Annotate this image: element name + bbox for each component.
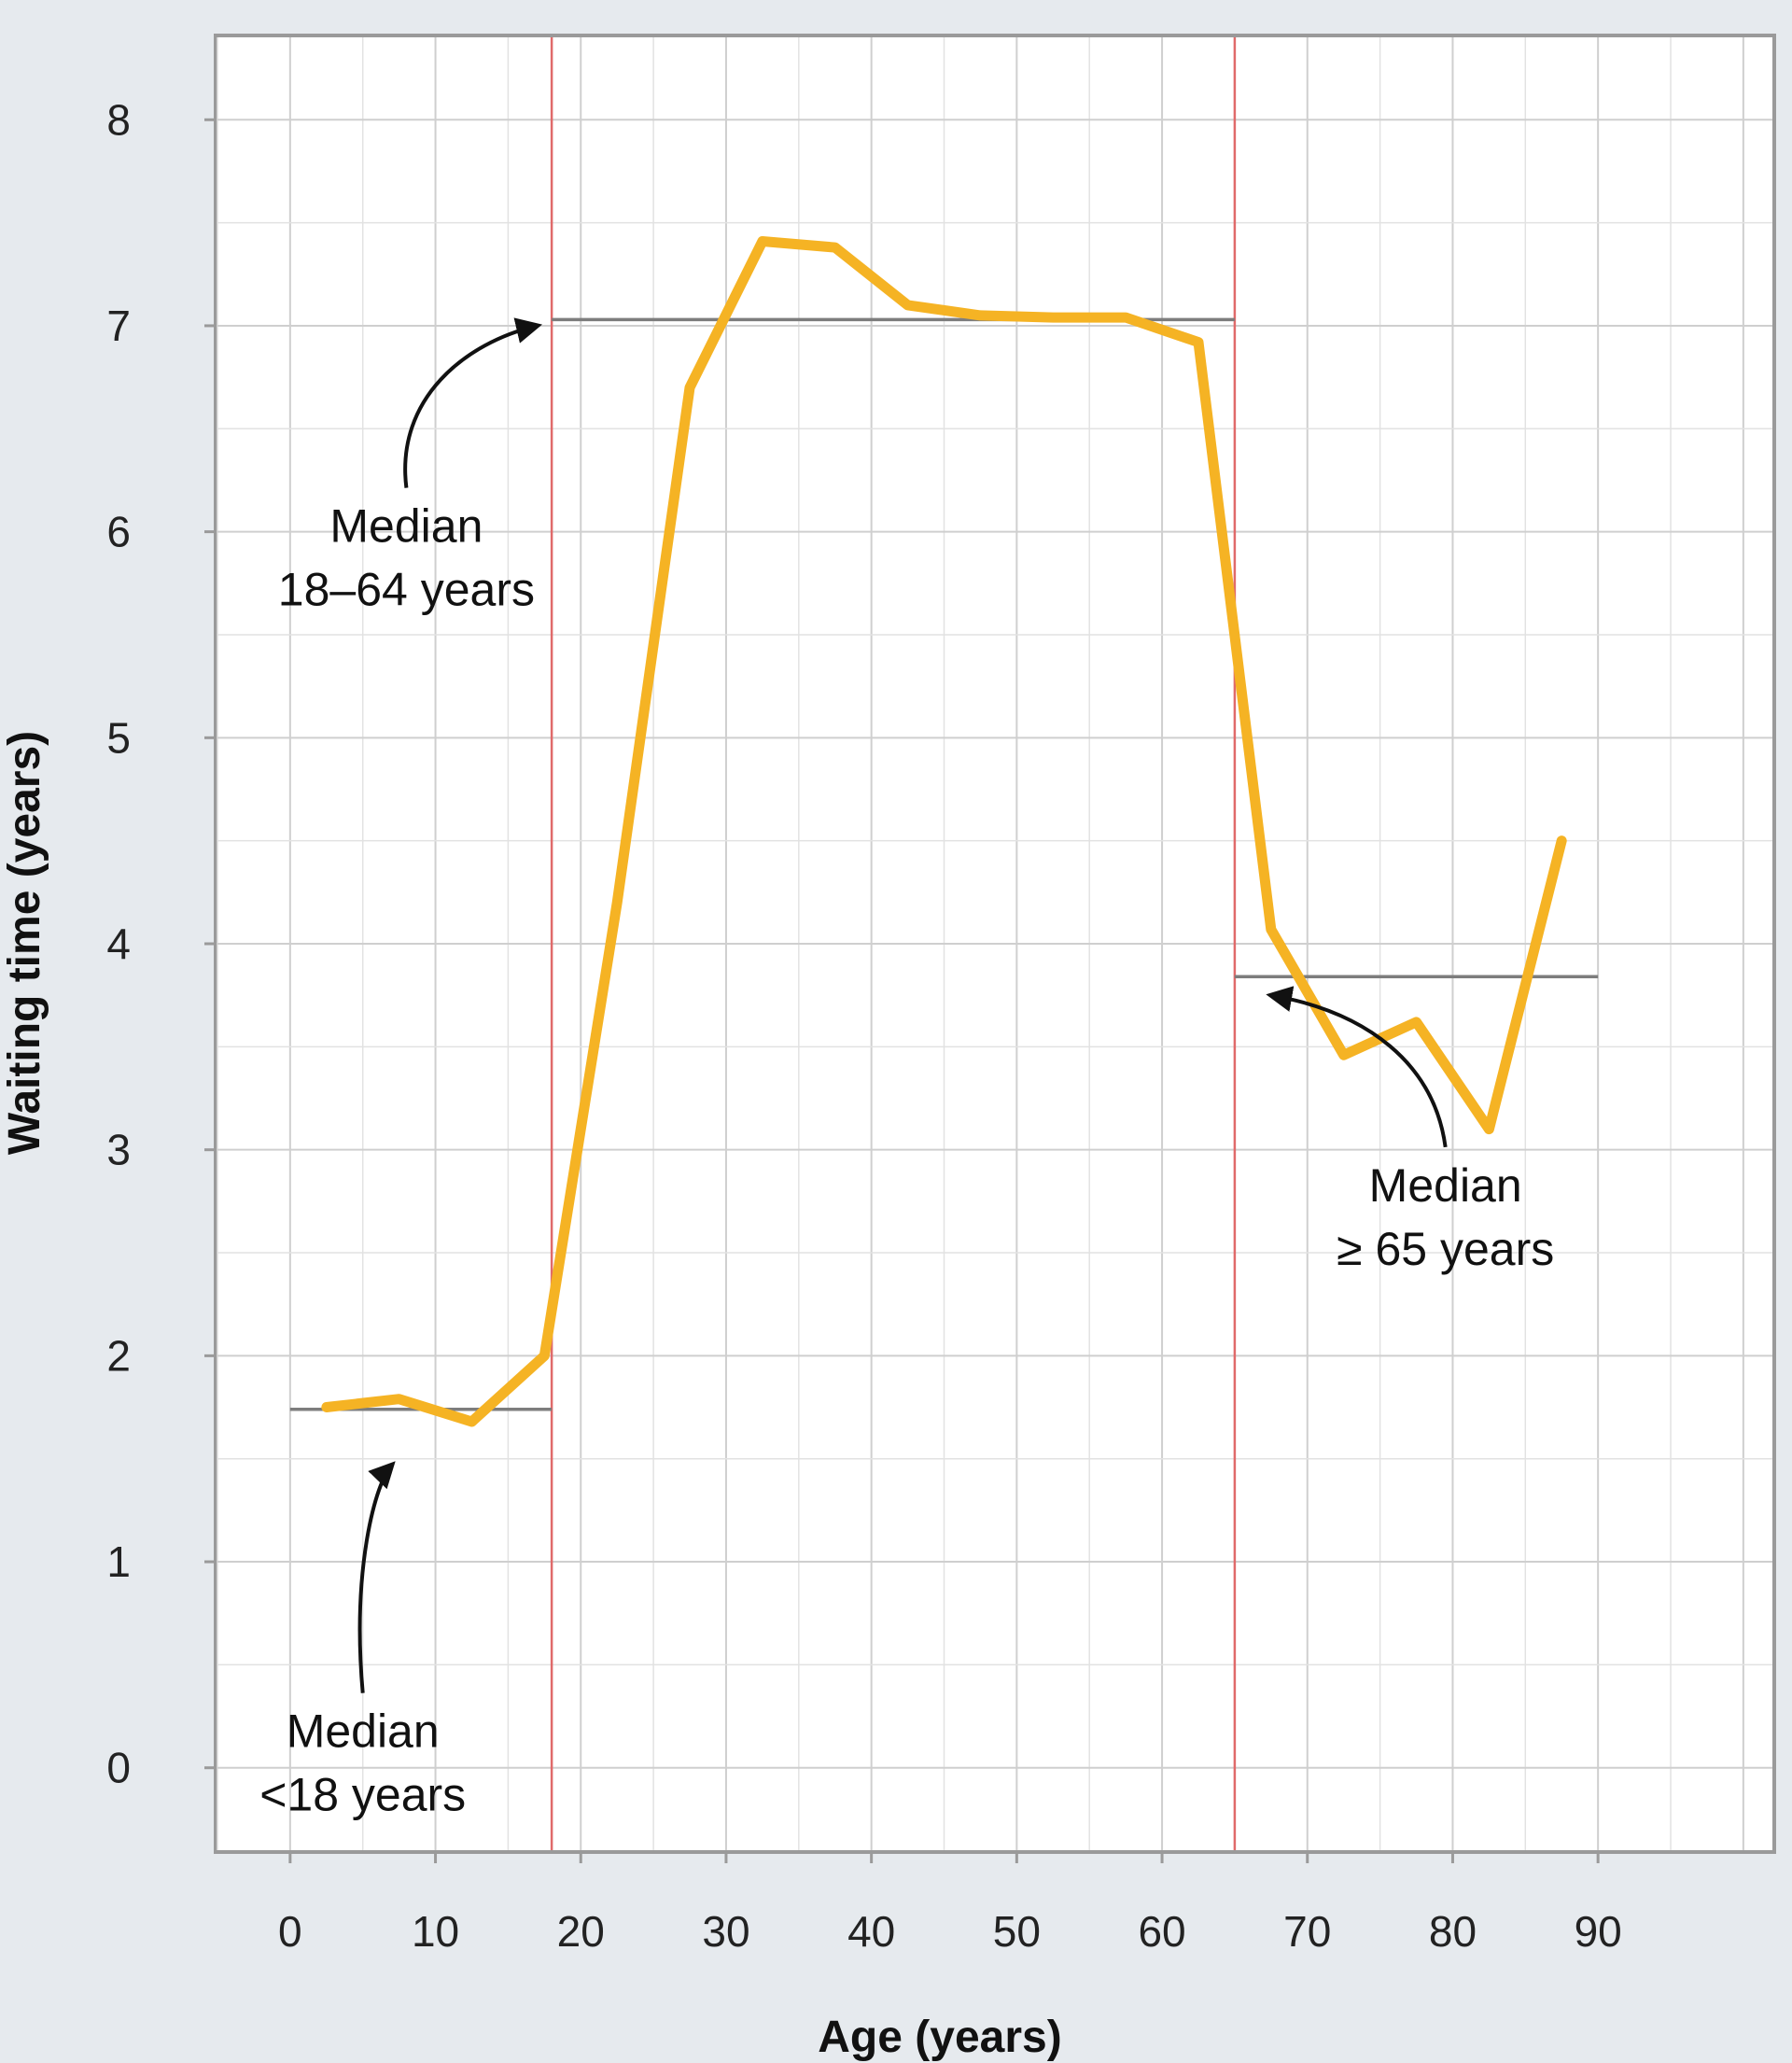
annotation-line: Median: [287, 1705, 440, 1758]
y-axis-ticks: 0 1 2 3 4 5 6 7 8: [106, 95, 216, 1792]
series: [321, 236, 1567, 1427]
annotation-arrow: [1266, 986, 1448, 1148]
annotation-label: Median 18–64 years: [278, 500, 535, 616]
y-tick-label: 3: [106, 1126, 131, 1174]
annotation-arrow: [357, 1461, 396, 1693]
x-tick-label: 50: [993, 1907, 1041, 1956]
annotation-line: Median: [1369, 1159, 1522, 1212]
y-tick-label: 6: [106, 508, 131, 556]
annotation-arrow: [403, 317, 542, 488]
x-tick-label: 90: [1575, 1907, 1622, 1956]
x-tick-label: 10: [412, 1907, 459, 1956]
annotation-line: <18 years: [259, 1769, 466, 1821]
x-tick-label: 30: [702, 1907, 749, 1956]
x-tick-label: 40: [847, 1907, 895, 1956]
x-tick-label: 80: [1429, 1907, 1477, 1956]
annotation-line: ≥ 65 years: [1337, 1223, 1554, 1275]
y-tick-label: 2: [106, 1331, 131, 1380]
y-tick-label: 0: [106, 1744, 131, 1792]
grid: [217, 37, 1772, 1850]
y-tick-label: 4: [106, 919, 131, 968]
y-tick-label: 7: [106, 302, 131, 350]
y-tick-label: 1: [106, 1537, 131, 1586]
x-axis-title: Age (years): [818, 2013, 1061, 2062]
annotations: Median 18–64 years Median <18 years Median ≥ …: [259, 317, 1554, 1821]
age-group-boundaries: [550, 37, 1237, 1850]
annotation-label: Median <18 years: [259, 1705, 466, 1821]
y-axis-title: Waiting time (years): [0, 731, 49, 1155]
x-tick-label: 20: [557, 1907, 605, 1956]
y-tick-label: 5: [106, 713, 131, 762]
annotation-line: Median: [329, 500, 483, 553]
annotation-label: Median ≥ 65 years: [1337, 1159, 1554, 1275]
waiting-time-line: [321, 236, 1567, 1427]
x-tick-label: 60: [1138, 1907, 1185, 1956]
x-tick-label: 0: [278, 1907, 302, 1956]
x-axis-ticks: 0 10 20 30 40 50 60 70 80 90: [278, 1852, 1622, 1956]
y-tick-label: 8: [106, 95, 131, 144]
x-tick-label: 70: [1283, 1907, 1331, 1956]
annotation-line: 18–64 years: [278, 564, 535, 616]
